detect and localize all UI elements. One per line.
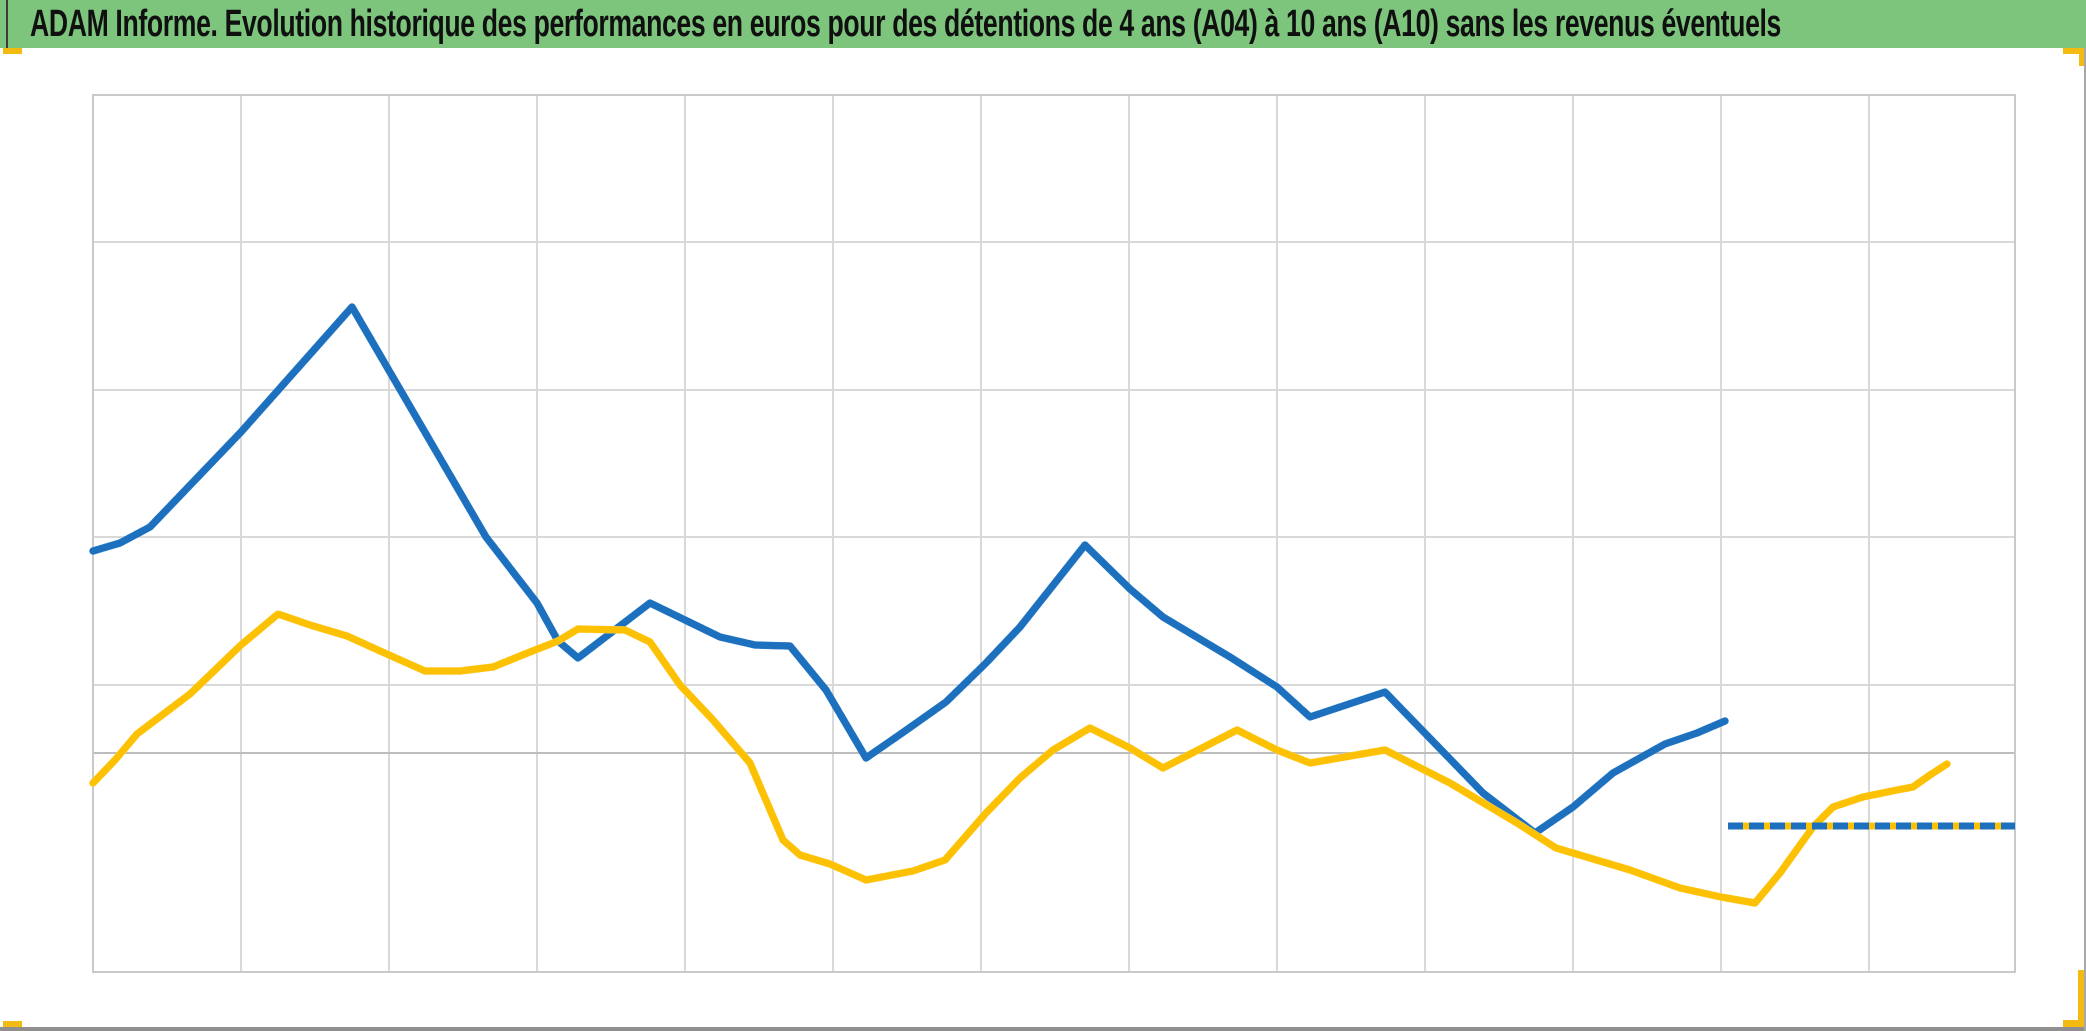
bottom-bar — [0, 1027, 2086, 1031]
right-border — [2084, 48, 2086, 1031]
top-left-tab — [3, 48, 22, 54]
bottom-right-tab — [2063, 1020, 2086, 1027]
header-left-edge — [6, 0, 8, 48]
page-title: ADAM Informe. Evolution historique des p… — [30, 2, 1782, 45]
bottom-right-vertical — [2078, 970, 2086, 1027]
bottom-left-tab — [3, 1021, 22, 1029]
top-right-tab — [2063, 48, 2086, 54]
top-right-vertical — [2079, 48, 2086, 66]
header-bar: ADAM Informe. Evolution historique des p… — [0, 0, 2086, 48]
